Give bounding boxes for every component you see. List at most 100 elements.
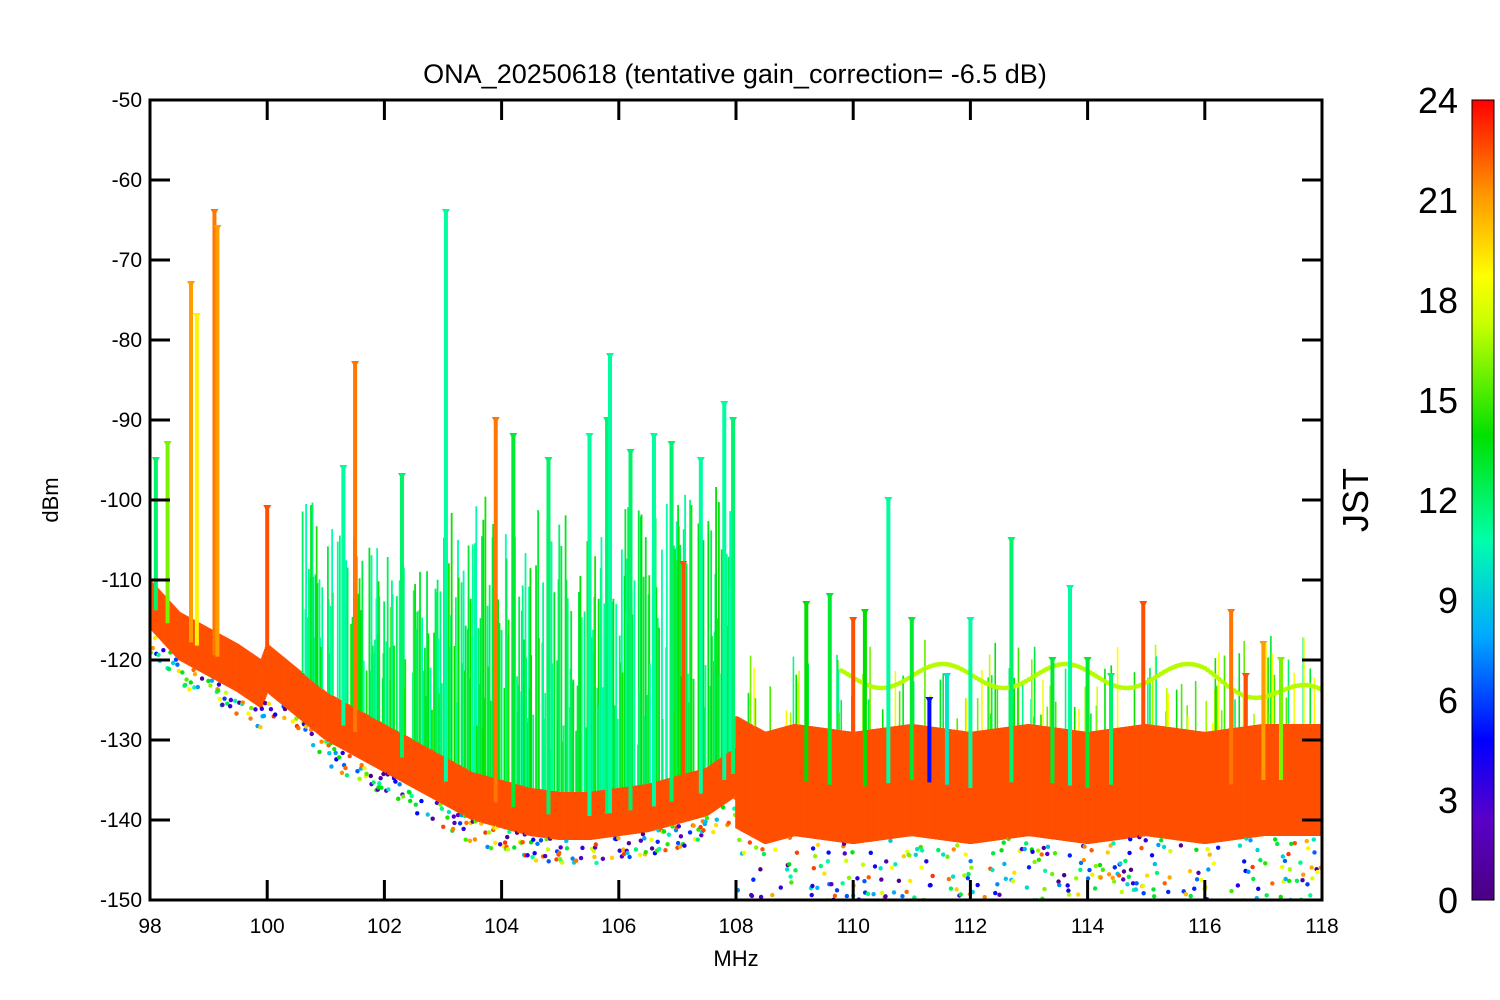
- floor-scatter-mark: [1278, 894, 1283, 900]
- floor-scatter-mark: [451, 814, 456, 819]
- peak-cap-mark: [1048, 657, 1057, 664]
- floor-scatter-mark: [945, 854, 950, 859]
- floor-scatter-mark: [883, 894, 888, 899]
- floor-scatter-mark: [1275, 841, 1280, 847]
- floor-scatter-mark: [371, 780, 376, 785]
- floor-scatter-mark: [505, 847, 511, 852]
- colorbar-tick-label: 21: [1418, 180, 1458, 221]
- floor-scatter-mark: [1134, 881, 1139, 886]
- floor-scatter-mark: [1229, 888, 1234, 894]
- floor-scatter-mark: [593, 842, 599, 847]
- floor-scatter-mark: [936, 847, 941, 853]
- floor-scatter-mark: [378, 775, 383, 781]
- floor-scatter-mark: [1111, 841, 1116, 846]
- floor-scatter-mark: [1078, 867, 1083, 872]
- floor-scatter-mark: [1039, 852, 1044, 857]
- floor-scatter-mark: [699, 833, 704, 838]
- floor-scatter-mark: [1001, 840, 1006, 845]
- floor-scatter-mark: [1105, 850, 1110, 855]
- floor-scatter-mark: [951, 847, 956, 852]
- floor-scatter-mark: [329, 764, 334, 769]
- floor-scatter-mark: [713, 822, 719, 828]
- floor-scatter-mark: [846, 904, 850, 908]
- floor-scatter-mark: [1258, 857, 1263, 863]
- floor-scatter-mark: [1246, 869, 1251, 874]
- floor-scatter-mark: [425, 812, 430, 817]
- floor-scatter-mark: [1280, 854, 1286, 859]
- floor-scatter-mark: [1279, 864, 1285, 870]
- floor-scatter-mark: [919, 848, 925, 853]
- colorbar-tick-label: 12: [1418, 480, 1458, 521]
- floor-scatter-mark: [188, 680, 193, 685]
- floor-scatter-mark: [1140, 883, 1146, 889]
- floor-scatter-mark: [670, 824, 675, 829]
- floor-scatter-mark: [591, 848, 596, 854]
- floor-scatter-mark: [772, 847, 778, 852]
- floor-scatter-mark: [343, 765, 348, 771]
- floor-scatter-mark: [347, 753, 352, 759]
- peak-cap-mark: [1241, 673, 1250, 680]
- floor-scatter-mark: [463, 837, 468, 842]
- floor-scatter-mark: [1215, 845, 1221, 850]
- floor-scatter-mark: [621, 847, 626, 852]
- floor-scatter-mark: [1045, 851, 1050, 857]
- floor-scatter-mark: [457, 821, 463, 826]
- floor-scatter-mark: [703, 819, 708, 824]
- floor-scatter-mark: [1161, 844, 1167, 850]
- floor-scatter-mark: [1050, 871, 1055, 877]
- floor-scatter-mark: [336, 755, 342, 760]
- floor-scatter-mark: [879, 890, 885, 896]
- peak-cap-mark: [667, 441, 676, 448]
- floor-scatter-mark: [1076, 892, 1081, 897]
- floor-scatter-mark: [1255, 847, 1260, 853]
- floor-scatter-mark: [714, 817, 719, 822]
- peak-cap-mark: [397, 473, 406, 480]
- floor-scatter-mark: [152, 635, 158, 641]
- peak-cap-mark: [1276, 657, 1285, 664]
- floor-scatter-mark: [1036, 857, 1042, 862]
- peak-cap-mark: [210, 209, 219, 216]
- floor-scatter-mark: [259, 706, 265, 711]
- floor-scatter-mark: [166, 666, 172, 672]
- y-tick-label: -110: [102, 569, 142, 592]
- floor-scatter-mark: [161, 648, 166, 653]
- floor-scatter-mark: [1178, 843, 1184, 848]
- floor-scatter-mark: [1312, 850, 1317, 855]
- floor-scatter-mark: [751, 877, 756, 882]
- floor-scatter-mark: [865, 891, 871, 897]
- floor-scatter-mark: [617, 848, 622, 853]
- floor-scatter-mark: [1032, 859, 1037, 865]
- floor-scatter-mark: [621, 851, 627, 857]
- peak-cap-mark: [720, 401, 729, 408]
- floor-scatter-mark: [184, 677, 189, 682]
- floor-scatter-mark: [192, 685, 197, 690]
- floor-scatter-mark: [455, 812, 461, 818]
- floor-scatter-mark: [520, 839, 525, 845]
- y-tick-label: -60: [112, 169, 142, 192]
- floor-scatter-mark: [842, 851, 847, 856]
- floor-scatter-mark: [1089, 848, 1094, 853]
- floor-scatter-mark: [834, 888, 840, 893]
- floor-scatter-mark: [844, 893, 850, 899]
- floor-scatter-mark: [234, 711, 239, 716]
- floor-scatter-mark: [505, 834, 510, 840]
- floor-scatter-mark: [1081, 857, 1087, 863]
- floor-scatter-mark: [1309, 865, 1314, 870]
- floor-scatter-mark: [913, 852, 918, 857]
- floor-scatter-mark: [1112, 865, 1117, 870]
- peak-cap-mark: [1139, 601, 1148, 608]
- y-tick-label: -100: [100, 489, 142, 512]
- peak-cap-mark: [585, 433, 594, 440]
- y-axis: -50 -60 -70 -80 -90 -100 -110 -120 -130 -140 -150: [100, 89, 1322, 912]
- floor-scatter-mark: [784, 867, 790, 872]
- floor-scatter-mark: [761, 851, 767, 857]
- peak-cap-mark: [649, 433, 658, 440]
- floor-scatter-mark: [1098, 875, 1103, 880]
- floor-scatter-mark: [208, 683, 213, 688]
- floor-scatter-mark: [1206, 867, 1211, 872]
- floor-scatter-mark: [866, 875, 871, 880]
- x-axis: 98 100 102 104 106 108 110 112 114 116 118: [138, 100, 1339, 938]
- floor-scatter-mark: [486, 830, 492, 835]
- floor-scatter-mark: [217, 696, 222, 702]
- floor-scatter-mark: [1196, 870, 1201, 876]
